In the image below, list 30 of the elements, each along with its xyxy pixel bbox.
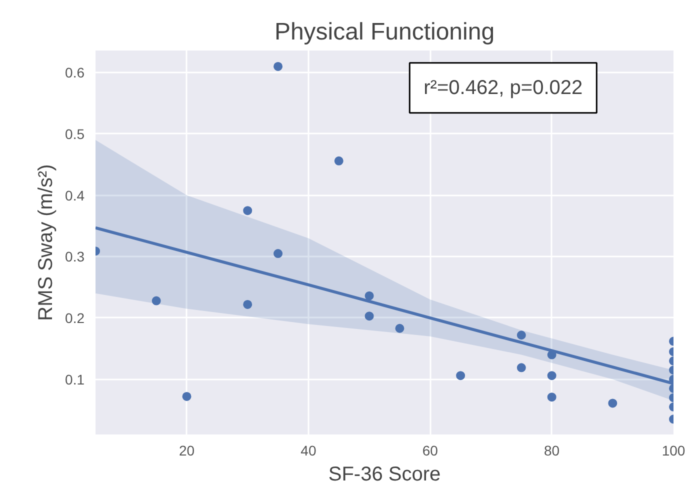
point bbox=[152, 296, 161, 306]
x-axis-title: SF-36 Score bbox=[328, 464, 441, 486]
point bbox=[334, 156, 344, 166]
point bbox=[547, 392, 556, 402]
point bbox=[182, 392, 192, 401]
x-tick-label: 100 bbox=[662, 442, 686, 458]
x-tick-label: 80 bbox=[544, 442, 560, 458]
point bbox=[547, 371, 556, 380]
point bbox=[456, 371, 466, 380]
y-tick-label: 0.6 bbox=[65, 64, 85, 81]
x-tick-label: 40 bbox=[300, 442, 316, 458]
point bbox=[364, 312, 374, 321]
y-tick-label: 0.5 bbox=[65, 126, 85, 142]
y-tick-label: 0.2 bbox=[65, 310, 85, 326]
x-tick-label: 20 bbox=[178, 442, 195, 458]
point bbox=[243, 206, 252, 216]
y-tick-label: 0.1 bbox=[65, 371, 85, 388]
point bbox=[516, 330, 526, 340]
point bbox=[364, 291, 374, 300]
annotation: r²=0.462, p=0.022 bbox=[424, 76, 583, 99]
y-axis-title: RMS Sway (m/s²) bbox=[35, 164, 58, 321]
chart-title: Physical Functioning bbox=[274, 18, 495, 46]
x-tick-label: 60 bbox=[422, 442, 438, 458]
point bbox=[274, 62, 283, 71]
y-tick-label: 0.3 bbox=[65, 248, 85, 265]
point bbox=[243, 300, 252, 309]
y-tick-label: 0.4 bbox=[65, 187, 85, 204]
point bbox=[274, 249, 283, 258]
point bbox=[395, 324, 404, 333]
point bbox=[516, 363, 526, 372]
